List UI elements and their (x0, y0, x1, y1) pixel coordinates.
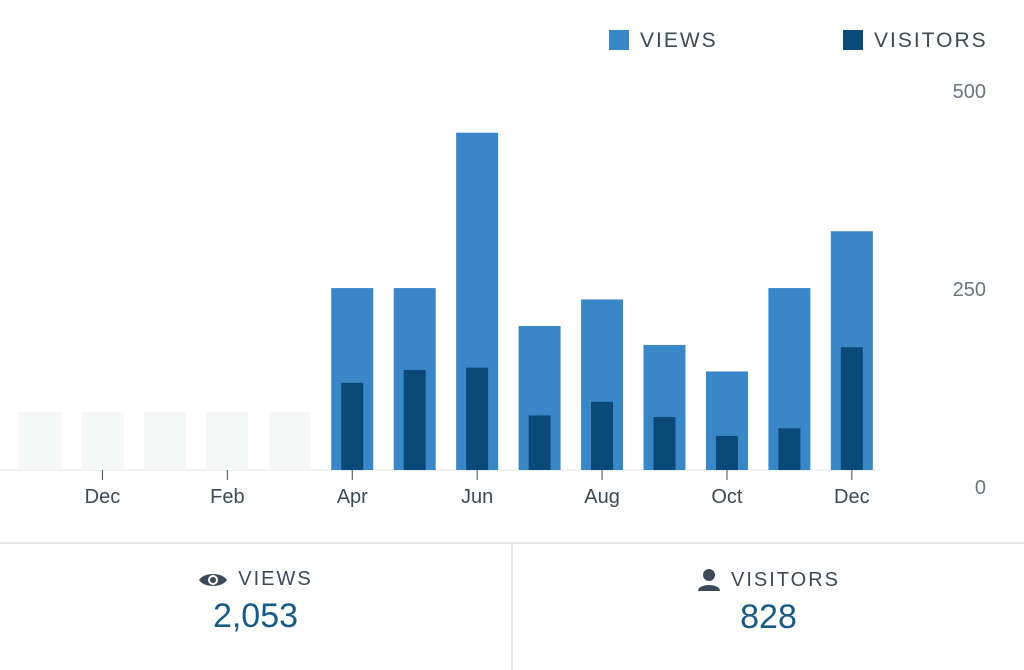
legend-visitors-swatch (843, 30, 863, 50)
x-tick-label: Oct (711, 486, 743, 508)
visitors-bar[interactable] (528, 415, 551, 470)
x-tick-label: Dec (834, 486, 870, 508)
views-stat-label: VIEWS (238, 568, 313, 590)
x-tick-label: Apr (337, 486, 368, 508)
visitors-bar[interactable] (653, 416, 676, 470)
empty-bar[interactable] (206, 412, 249, 470)
legend-visitors-label[interactable]: VISITORS (874, 29, 988, 52)
x-tick-label: Aug (584, 486, 620, 508)
y-tick-label: 250 (953, 279, 986, 301)
person-icon (698, 569, 720, 591)
visitors-bar[interactable] (341, 382, 364, 470)
x-tick-label: Feb (210, 486, 244, 508)
legend-views-swatch (609, 30, 629, 50)
x-tick-label: Jun (461, 486, 493, 508)
x-tick-label: Dec (85, 486, 121, 508)
empty-bar[interactable] (268, 412, 311, 470)
legend-views-label[interactable]: VIEWS (640, 29, 718, 52)
visitors-bar[interactable] (778, 428, 801, 470)
visitors-stat-value: 828 (740, 598, 797, 636)
bar-chart: Dec Feb Apr Jun Aug Oct Dec 500 250 0 VIEWS VISITOR… (0, 29, 988, 508)
visitors-bar[interactable] (403, 369, 426, 470)
visitors-bar[interactable] (591, 401, 614, 470)
stats-summary: VIEWS 2,053 VISITORS 828 (0, 542, 1024, 670)
views-stat-value: 2,053 (212, 597, 299, 635)
visitors-stat-label: VISITORS (731, 568, 840, 591)
empty-bar[interactable] (143, 412, 186, 470)
visitors-bar[interactable] (840, 347, 863, 470)
visitors-stat[interactable]: VISITORS 828 (511, 544, 1024, 670)
y-tick-label: 500 (953, 81, 986, 103)
views-stat[interactable]: VIEWS 2,053 (0, 544, 511, 670)
visitors-bar[interactable] (466, 367, 489, 470)
visitors-bar[interactable] (715, 435, 738, 470)
empty-bar[interactable] (81, 412, 124, 470)
y-tick-label: 0 (975, 477, 986, 499)
eye-icon (199, 573, 228, 586)
empty-bar[interactable] (19, 412, 61, 470)
